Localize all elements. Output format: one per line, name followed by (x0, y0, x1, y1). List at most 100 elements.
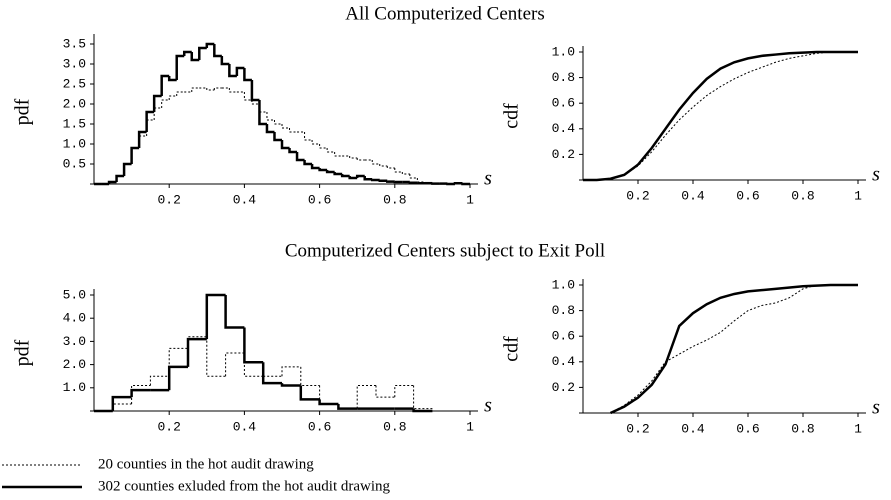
histogram-bin (213, 44, 222, 58)
histogram-bin (149, 375, 170, 386)
histogram-bin (273, 120, 282, 125)
x-tick-label: 0.8 (791, 421, 814, 436)
histogram-bin (198, 46, 207, 60)
histogram-bin (161, 99, 170, 108)
histogram-bin (409, 174, 418, 179)
histogram-bin (258, 100, 267, 126)
x-tick-label: 0.8 (383, 419, 406, 434)
histogram-bin (281, 366, 301, 377)
y-tick-label: 3.0 (63, 334, 86, 349)
histogram-bin (115, 174, 125, 182)
x-tick-label: 0.4 (233, 419, 257, 434)
histogram-bin (333, 172, 343, 176)
y-tick-label: 0.2 (552, 380, 575, 395)
histogram-bin (111, 395, 132, 411)
y-tick-label: 0.4 (552, 354, 576, 369)
y-tick-label: 1.0 (552, 44, 575, 59)
x-tick-label: 0.4 (233, 192, 257, 207)
histogram-bin (206, 336, 226, 377)
histogram-bin (273, 132, 282, 142)
y-tick-label: 0.6 (552, 329, 575, 344)
histogram-bin (280, 383, 301, 387)
histogram-bin (107, 180, 117, 184)
histogram-bin (220, 56, 230, 66)
histogram-bin (206, 88, 215, 91)
histogram-bin (461, 182, 470, 186)
histogram-bin (370, 178, 380, 182)
histogram-bin (251, 100, 260, 105)
histogram-bin (325, 170, 335, 174)
y-tick-label: 1.0 (63, 136, 86, 151)
y-axis-label: cdf (501, 103, 523, 129)
histogram-bin (243, 68, 252, 82)
histogram-bin (112, 403, 132, 411)
histogram-bin (131, 384, 151, 405)
x-tick-label: 0.4 (681, 188, 705, 203)
histogram-bin (318, 168, 328, 172)
histogram-bin (182, 50, 192, 56)
x-tick-label: 1 (466, 419, 474, 434)
histogram-bin (205, 42, 215, 48)
histogram-bin (416, 178, 425, 183)
histogram-bin (265, 124, 275, 134)
histogram-bin (205, 293, 226, 340)
histogram-bin (394, 168, 403, 173)
cdf-line (610, 284, 858, 414)
x-tick-label: 0.2 (626, 421, 649, 436)
histogram-bin (250, 80, 260, 102)
x-tick-label: 0.2 (157, 419, 180, 434)
x-axis-label: s (872, 164, 880, 186)
histogram-bin (228, 88, 237, 93)
histogram-bin (243, 92, 252, 101)
histogram-bin (408, 181, 418, 185)
histogram-bin (349, 156, 358, 159)
x-tick-label: 1 (854, 188, 862, 203)
histogram-bin (326, 148, 335, 153)
x-tick-label: 0.4 (681, 421, 705, 436)
x-axis-label: s (484, 168, 492, 190)
histogram-bin (168, 95, 177, 100)
histogram-bin (355, 174, 365, 178)
histogram-bin (304, 132, 313, 141)
x-tick-label: 0.8 (791, 188, 814, 203)
x-axis-label: s (872, 397, 880, 419)
histogram-bin (401, 172, 410, 175)
histogram-bin (130, 388, 151, 398)
histogram-bin (288, 148, 298, 154)
histogram-bin (348, 176, 358, 180)
histogram-bin (412, 408, 433, 413)
histogram-bin (334, 152, 343, 157)
histogram-bin (213, 87, 222, 90)
y-tick-label: 0.8 (552, 70, 575, 85)
histogram-bin (300, 366, 320, 386)
x-tick-label: 0.6 (736, 421, 759, 436)
y-tick-label: 2.0 (63, 96, 86, 111)
histogram-bin (228, 64, 237, 78)
panel-title: All Computerized Centers (345, 3, 544, 24)
histogram-bin (243, 353, 264, 377)
histogram-bin (168, 347, 188, 377)
cdf-line (583, 51, 858, 181)
histogram-bin (337, 404, 358, 410)
y-tick-label: 0.5 (63, 156, 86, 171)
histogram-bin (356, 384, 376, 409)
histogram-bin (295, 152, 305, 162)
y-axis-label: pdf (12, 98, 34, 125)
histogram-bin (356, 158, 365, 161)
x-tick-label: 1 (466, 192, 474, 207)
histogram-bin (243, 327, 264, 364)
histogram-bin (167, 365, 188, 391)
histogram-bin (190, 52, 200, 62)
legend-label: 302 counties exluded from the hot audit … (98, 478, 391, 494)
histogram-bin (137, 130, 147, 148)
histogram-bin (379, 164, 388, 167)
histogram-bin (122, 162, 132, 176)
panel-title: Computerized Centers subject to Exit Pol… (285, 240, 605, 261)
histogram-bin (130, 146, 140, 164)
histogram-bin (167, 76, 177, 82)
y-tick-label: 4.0 (63, 311, 86, 326)
histogram-bin (145, 110, 155, 132)
histogram-bin (299, 385, 320, 401)
y-tick-label: 0.8 (552, 303, 575, 318)
